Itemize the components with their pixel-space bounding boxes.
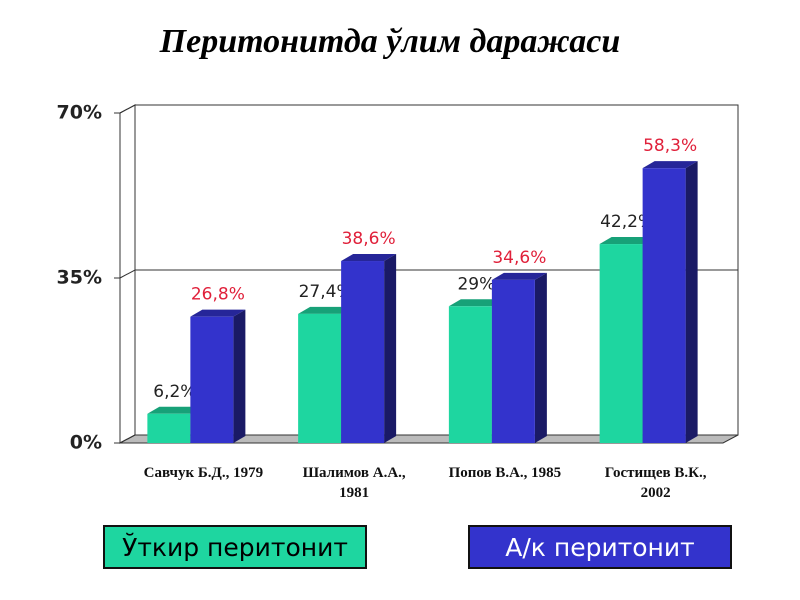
bar-top bbox=[298, 306, 354, 314]
grid-line bbox=[119, 104, 738, 114]
bar bbox=[491, 279, 535, 443]
bar-side bbox=[233, 309, 246, 443]
bar-side bbox=[685, 161, 698, 443]
bar-top bbox=[190, 309, 246, 317]
value-label: 34,6% bbox=[492, 248, 546, 268]
value-label: 6,2% bbox=[153, 382, 196, 402]
value-label: 58,3% bbox=[643, 136, 697, 156]
value-label: 27,4% bbox=[299, 282, 353, 302]
y-tick-label: 70% bbox=[57, 102, 102, 124]
value-label: 42,2% bbox=[600, 212, 654, 232]
bar-top bbox=[147, 406, 203, 414]
x-tick-label: Шалимов А.А., 1981 bbox=[302, 465, 406, 501]
bar bbox=[341, 261, 385, 443]
bar bbox=[147, 413, 191, 443]
value-label: 29% bbox=[457, 274, 495, 294]
value-label: 38,6% bbox=[342, 229, 396, 249]
bar-top bbox=[448, 299, 504, 307]
bar-side bbox=[384, 254, 397, 443]
bar-top bbox=[642, 161, 698, 169]
chart-title: Перитонитда ўлим даражаси bbox=[159, 23, 621, 60]
legend-entry: Ўткир перитонит bbox=[103, 525, 367, 569]
x-tick-label: Гостищев В.К., 2002 bbox=[604, 465, 707, 501]
bar-side bbox=[534, 272, 547, 443]
value-label: 26,8% bbox=[191, 285, 245, 305]
bar-top bbox=[491, 272, 547, 280]
grid-line bbox=[119, 269, 738, 279]
x-tick-label: Савчук Б.Д., 1979 bbox=[143, 465, 264, 481]
bar-top bbox=[599, 237, 655, 245]
y-tick-label: 35% bbox=[57, 267, 102, 289]
bar bbox=[448, 306, 492, 443]
bar bbox=[298, 313, 342, 443]
bar bbox=[642, 168, 686, 443]
x-tick-label: Попов В.А., 1985 bbox=[448, 465, 562, 481]
bar bbox=[190, 316, 234, 443]
bar bbox=[599, 244, 643, 443]
bar-top bbox=[341, 254, 397, 262]
legend-entry: А/к перитонит bbox=[468, 525, 732, 569]
y-tick-label: 0% bbox=[70, 432, 102, 454]
